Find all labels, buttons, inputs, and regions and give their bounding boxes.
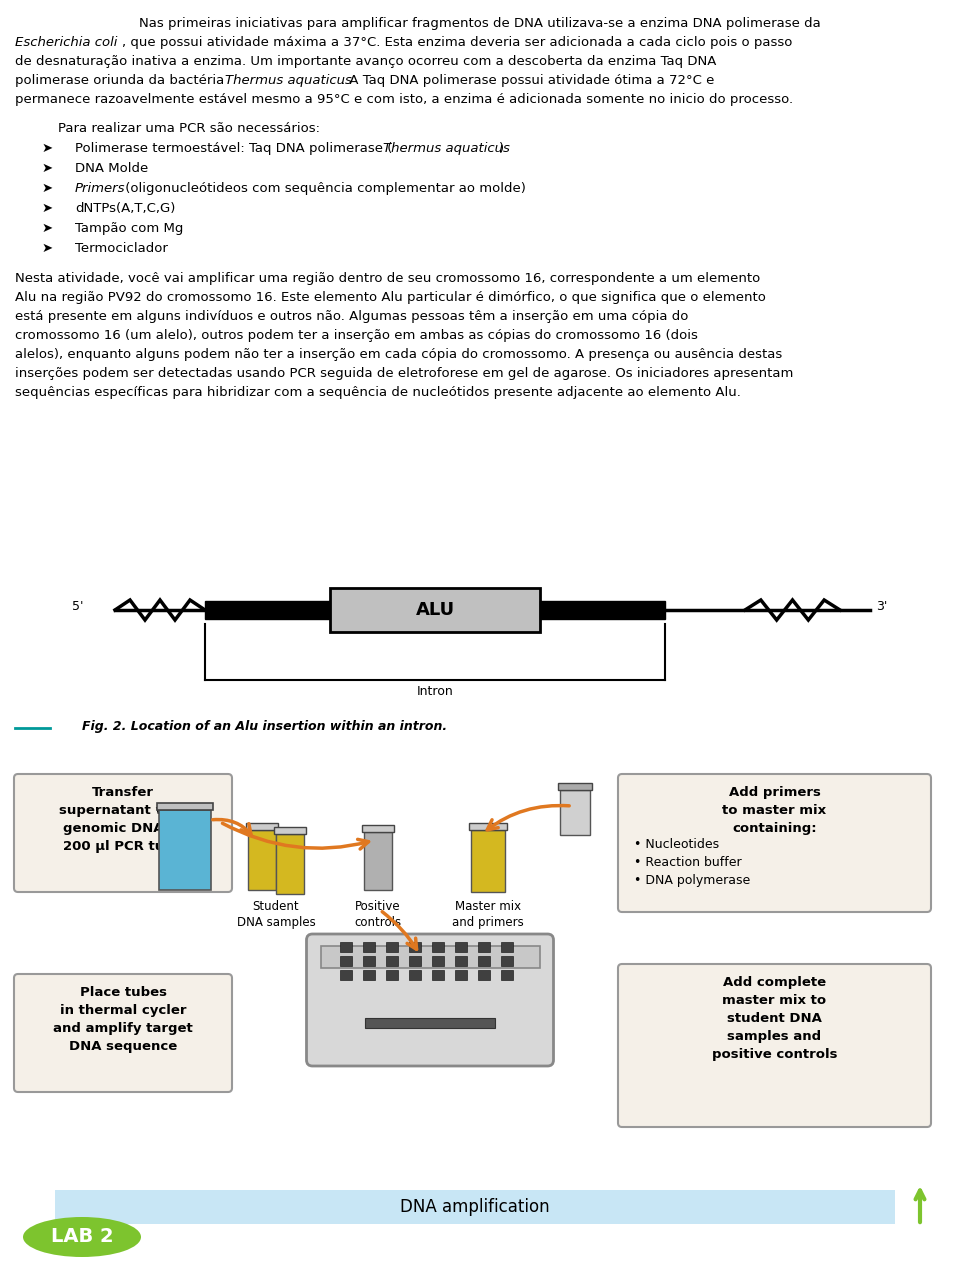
Text: ➤: ➤ [42,222,53,235]
Bar [432,970,444,980]
Bar [469,823,507,830]
Text: inserções podem ser detectadas usando PCR seguida de eletroforese em gel de agar: inserções podem ser detectadas usando PC… [15,367,793,380]
Bar [455,970,467,980]
Bar [363,970,375,980]
Text: Nas primeiras iniciativas para amplificar fragmentos de DNA utilizava-se a enzim: Nas primeiras iniciativas para amplifica… [139,16,821,30]
FancyBboxPatch shape [14,774,232,892]
Text: Nesta atividade, você vai amplificar uma região dentro de seu cromossomo 16, cor: Nesta atividade, você vai amplificar uma… [15,272,760,285]
Text: polimerase oriunda da bactéria: polimerase oriunda da bactéria [15,74,228,87]
Bar [362,825,394,832]
Bar [340,942,352,952]
Bar [558,783,592,789]
Bar [540,601,665,619]
Text: Intron: Intron [417,685,453,699]
Bar [386,942,398,952]
Text: 5': 5' [72,600,84,614]
Bar [478,956,490,966]
Text: de desnaturação inativa a enzima. Um importante avanço ocorreu com a descoberta : de desnaturação inativa a enzima. Um imp… [15,55,716,68]
Bar [432,956,444,966]
Text: Alu na região PV92 do cromossomo 16. Este elemento Alu particular é dimórfico, o: Alu na região PV92 do cromossomo 16. Est… [15,291,766,304]
Text: Place tubes
in thermal cycler
and amplify target
DNA sequence: Place tubes in thermal cycler and amplif… [53,986,193,1053]
Bar [432,942,444,952]
Text: Add primers
to master mix
containing:: Add primers to master mix containing: [723,786,827,835]
Text: (oligonucleótideos com sequência complementar ao molde): (oligonucleótideos com sequência complem… [121,182,526,195]
Text: Termociclador: Termociclador [75,242,168,255]
FancyBboxPatch shape [618,963,931,1127]
Bar [159,810,211,890]
Text: Thermus aquaticus: Thermus aquaticus [225,74,352,87]
Text: Thermus aquaticus: Thermus aquaticus [383,142,510,155]
Bar [471,830,505,892]
Bar [274,827,306,834]
Text: ➤: ➤ [42,182,53,195]
Text: DNA amplification: DNA amplification [400,1198,550,1216]
Bar [246,823,278,830]
Text: cromossomo 16 (um alelo), outros podem ter a inserção em ambas as cópias do crom: cromossomo 16 (um alelo), outros podem t… [15,329,698,342]
Ellipse shape [23,1217,141,1257]
Text: Tampão com Mg: Tampão com Mg [75,222,183,235]
Bar [478,942,490,952]
Bar [364,832,392,890]
Text: . A Taq DNA polimerase possui atividade ótima a 72°C e: . A Taq DNA polimerase possui atividade … [341,74,714,87]
Text: ALU: ALU [416,601,455,619]
Text: , que possui atividade máxima a 37°C. Esta enzima deveria ser adicionada a cada : , que possui atividade máxima a 37°C. Es… [122,37,792,49]
Bar [321,946,540,968]
Text: 3': 3' [876,600,887,614]
Text: Add complete
master mix to
student DNA
samples and
positive controls: Add complete master mix to student DNA s… [711,976,837,1061]
Bar [10,755,950,1175]
Bar [248,830,276,890]
Bar [276,834,304,894]
Bar [157,803,213,810]
Text: Positive
controls: Positive controls [354,900,401,929]
Bar [340,956,352,966]
Bar [363,942,375,952]
Bar [478,970,490,980]
Bar [409,956,421,966]
Bar [365,1018,495,1028]
FancyBboxPatch shape [618,774,931,912]
Bar [363,956,375,966]
Text: Para realizar uma PCR são necessários:: Para realizar uma PCR são necessários: [58,122,320,135]
Text: • Nucleotides
• Reaction buffer
• DNA polymerase: • Nucleotides • Reaction buffer • DNA po… [634,839,751,886]
Text: Escherichia coli: Escherichia coli [15,37,117,49]
Bar [501,942,513,952]
Text: Polimerase termoestável: Taq DNA polimerase (: Polimerase termoestável: Taq DNA polimer… [75,142,393,155]
Text: Primers: Primers [75,182,126,195]
Text: LAB 2: LAB 2 [51,1227,113,1247]
Bar [205,601,330,619]
Bar [501,970,513,980]
Text: Transfer
supernatant with
genomic DNA to
200 µl PCR tube: Transfer supernatant with genomic DNA to… [59,786,187,852]
Bar [455,942,467,952]
Bar [340,970,352,980]
Text: Student
DNA samples: Student DNA samples [236,900,316,929]
Bar [501,956,513,966]
Text: ➤: ➤ [42,242,53,255]
Text: Fig. 2. Location of an Alu insertion within an intron.: Fig. 2. Location of an Alu insertion wit… [82,720,447,733]
Text: ➤: ➤ [42,142,53,155]
Text: ): ) [499,142,504,155]
Bar [55,1190,895,1224]
Bar [386,970,398,980]
Bar [409,970,421,980]
FancyBboxPatch shape [14,973,232,1092]
Bar [330,588,540,632]
Text: permanece razoavelmente estável mesmo a 95°C e com isto, a enzima é adicionada s: permanece razoavelmente estável mesmo a … [15,93,793,106]
Bar [386,956,398,966]
Text: Master mix
and primers: Master mix and primers [452,900,524,929]
Text: está presente em alguns indivíduos e outros não. Algumas pessoas têm a inserção : está presente em alguns indivíduos e out… [15,310,688,323]
Text: ➤: ➤ [42,161,53,175]
Text: sequências específicas para hibridizar com a sequência de nucleótidos presente a: sequências específicas para hibridizar c… [15,386,741,398]
Text: ➤: ➤ [42,202,53,214]
FancyBboxPatch shape [306,934,554,1066]
Text: alelos), enquanto alguns podem não ter a inserção em cada cópia do cromossomo. A: alelos), enquanto alguns podem não ter a… [15,348,782,361]
Text: dNTPs(A,T,C,G): dNTPs(A,T,C,G) [75,202,176,214]
Bar [560,789,590,835]
Bar [455,956,467,966]
Text: DNA Molde: DNA Molde [75,161,148,175]
Bar [409,942,421,952]
